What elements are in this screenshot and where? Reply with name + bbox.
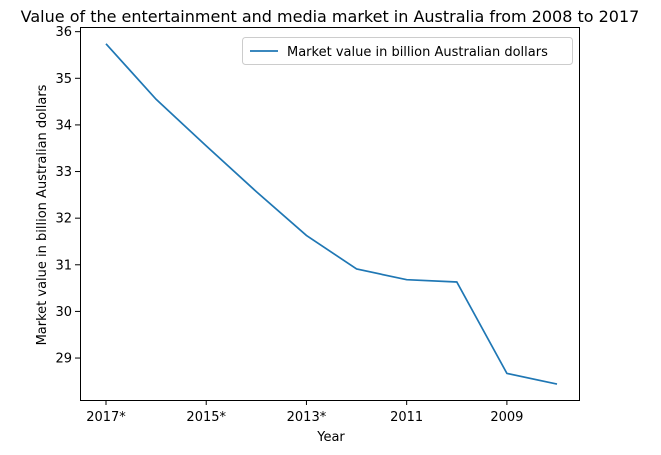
y-axis-label: Market value in billion Australian dolla… — [35, 84, 50, 345]
y-tick-label: 32 — [55, 212, 72, 227]
x-tick-label: 2011 — [390, 410, 423, 425]
y-tick-label: 31 — [55, 258, 72, 273]
y-tick-label: 36 — [55, 25, 72, 40]
y-tick-label: 29 — [55, 352, 72, 367]
legend-box — [242, 37, 573, 65]
y-tick-label: 35 — [55, 72, 72, 87]
plot-area — [80, 27, 580, 401]
series-line — [105, 43, 558, 385]
x-tick-label: 2017* — [86, 410, 126, 425]
x-tick-label: 2009 — [490, 410, 523, 425]
legend-label: Market value in billion Australian dolla… — [287, 45, 548, 60]
y-axis: 29 30 31 32 33 34 35 36 — [55, 25, 80, 367]
y-tick-label: 33 — [55, 165, 72, 180]
x-tick-label: 2015* — [186, 410, 226, 425]
y-tick-label: 30 — [55, 305, 72, 320]
y-tick-label: 34 — [55, 118, 72, 133]
x-axis-label: Year — [316, 430, 345, 445]
chart-title: Value of the entertainment and media mar… — [21, 7, 640, 26]
legend: Market value in billion Australian dolla… — [242, 37, 573, 65]
x-tick-label: 2013* — [287, 410, 327, 425]
x-axis: 2017* 2015* 2013* 2011 2009 — [86, 400, 523, 425]
